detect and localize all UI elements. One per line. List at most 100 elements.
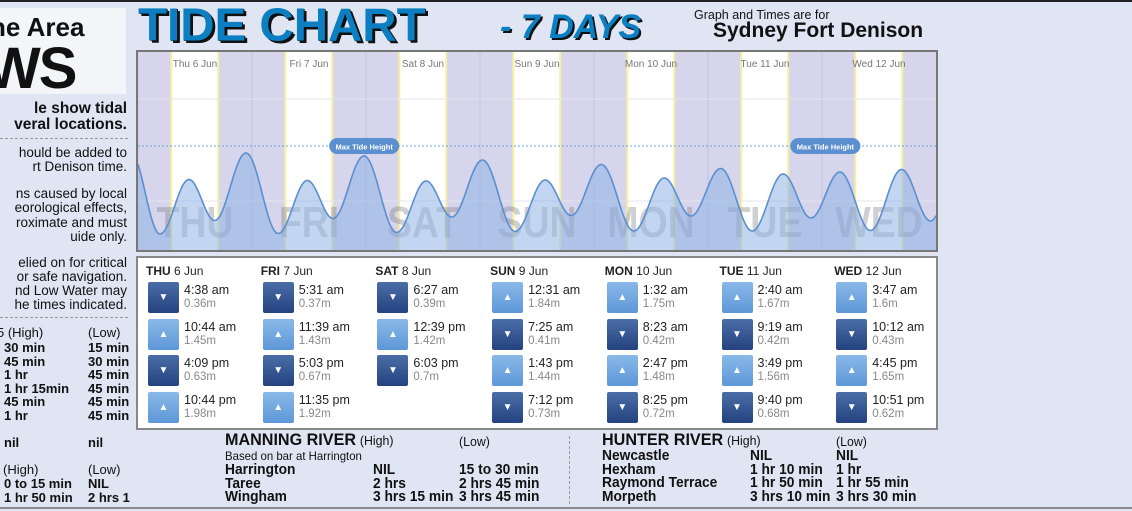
tide-height: 0.68m [758,408,790,420]
col-header-high: (High) [727,433,761,448]
high-tide-arrow-icon: ▲ [722,355,753,386]
day-date: 8 Jun [402,264,431,278]
nil-value: nil [4,435,19,450]
day-axis-label: Fri 7 Jun [290,59,329,70]
tide-height: 1.44m [528,371,560,383]
low-tide-arrow-icon: ▼ [377,282,408,313]
low-tide-arrow-icon: ▼ [492,392,523,423]
day-header: THU 6 Jun [146,264,260,282]
col-header-high: 5 (High) [0,325,43,340]
note-line: he times indicated. [14,297,127,312]
day-name: THU [146,264,171,278]
day-axis-label: Mon 10 Jun [625,59,677,70]
offset-value: 3 hrs 10 min [750,491,830,505]
tide-height: 1.48m [643,371,675,383]
tide-height: 1.75m [643,298,675,310]
day-date: 12 Jun [866,264,902,278]
tide-height: 0.42m [758,335,790,347]
high-tide-arrow-icon: ▲ [492,355,523,386]
tide-height: 0.43m [872,335,904,347]
day-header: SUN 9 Jun [490,264,604,282]
tide-time: 12:39 pm [413,320,465,334]
note-line: or safe navigation. [17,269,127,284]
tide-height: 0.41m [528,335,560,347]
high-tide-arrow-icon: ▲ [607,355,638,386]
day-name: FRI [261,264,280,278]
tide-height: 0.39m [413,298,445,310]
town-name: Morpeth [602,491,656,505]
note-line: ns caused by local [16,186,127,201]
offset-low: 45 min [88,408,129,423]
day-name: SAT [375,264,398,278]
tide-height: 1.56m [758,371,790,383]
high-tide-arrow-icon: ▲ [607,282,638,313]
high-tide-arrow-icon: ▲ [377,319,408,350]
max-tide-label: Max Tide Height [797,143,855,152]
high-tide-arrow-icon: ▲ [148,392,179,423]
town-name: Wingham [225,491,287,505]
high-tide-arrow-icon: ▲ [148,319,179,350]
tide-time: 5:03 pm [299,356,344,370]
day-axis-label: Tue 11 Jun [741,59,790,70]
low-tide-arrow-icon: ▼ [148,355,179,386]
col-header-high: (High) [360,433,394,448]
hunter-river-title: HUNTER RIVER [602,430,723,449]
tide-time: 7:12 pm [528,393,573,407]
high-tide-arrow-icon: ▲ [492,282,523,313]
col-header-high: (High) [3,462,38,477]
tide-time: 10:44 pm [184,393,236,407]
tide-time: 2:40 am [758,283,803,297]
high-tide-arrow-icon: ▲ [722,282,753,313]
day-axis-label: Thu 6 Jun [173,59,217,70]
divider [569,436,570,504]
high-tide-arrow-icon: ▲ [836,282,867,313]
day-date: 7 Jun [283,264,312,278]
tide-height: 1.42m [413,335,445,347]
tide-height: 1.67m [758,298,790,310]
day-name: WED [834,264,862,278]
low-tide-arrow-icon: ▼ [263,282,294,313]
location-name: Sydney Fort Denison [713,19,923,43]
divider [0,138,128,139]
low-tide-arrow-icon: ▼ [607,319,638,350]
high-tide-arrow-icon: ▲ [836,355,867,386]
tide-height: 1.92m [299,408,331,420]
tide-height: 0.37m [299,298,331,310]
high-tide-arrow-icon: ▲ [263,392,294,423]
tide-time: 4:45 pm [872,356,917,370]
note-line: rt Denison time. [32,159,127,174]
tide-time: 8:25 pm [643,393,688,407]
offset-high: 1 hr [4,408,28,423]
day-name: MON [605,264,633,278]
note-line: elied on for critical [18,255,127,270]
day-axis-label: Wed 12 Jun [852,59,905,70]
tide-height: 1.65m [872,371,904,383]
low-tide-arrow-icon: ▼ [263,355,294,386]
day-date: 6 Jun [174,264,203,278]
offset-high: 1 hr 50 min [4,490,73,505]
